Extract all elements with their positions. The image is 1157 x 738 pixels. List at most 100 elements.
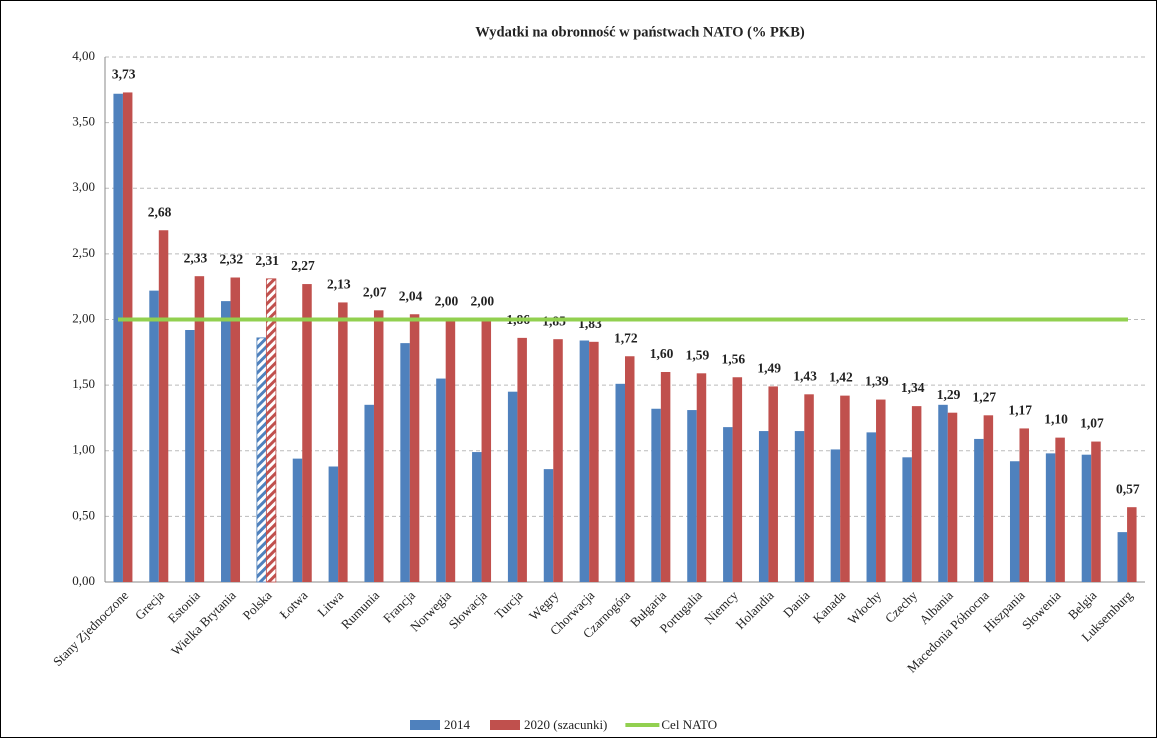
- bar: [543, 469, 554, 582]
- bar: [256, 337, 267, 583]
- bar: [1045, 453, 1056, 582]
- y-tick-label: 1,50: [72, 376, 95, 391]
- bar: [974, 438, 984, 582]
- bar: [517, 337, 527, 582]
- bar: [983, 415, 994, 582]
- bar: [194, 276, 205, 582]
- value-label: 1,27: [973, 389, 997, 404]
- bar: [507, 391, 518, 582]
- bar: [758, 431, 769, 582]
- y-tick-label: 4,00: [72, 48, 95, 63]
- bar: [149, 290, 159, 582]
- bar: [265, 278, 277, 583]
- bar: [1127, 507, 1137, 582]
- bar: [113, 93, 123, 582]
- bar: [230, 277, 241, 582]
- bar: [1091, 441, 1101, 582]
- bar: [651, 408, 661, 582]
- value-label: 1,17: [1008, 403, 1032, 418]
- value-label: 2,04: [399, 288, 423, 303]
- bar: [292, 458, 303, 582]
- bar: [1019, 428, 1029, 582]
- bar: [938, 404, 948, 582]
- value-label: 2,00: [435, 294, 459, 309]
- bar: [579, 340, 590, 582]
- y-tick-label: 3,50: [72, 114, 95, 129]
- legend-label: Cel NATO: [661, 717, 717, 732]
- value-label: 2,07: [363, 284, 387, 299]
- value-label: 2,00: [470, 294, 494, 309]
- bar: [723, 427, 733, 582]
- y-tick-label: 0,00: [72, 573, 95, 588]
- bar: [364, 404, 374, 582]
- value-label: 1,43: [793, 368, 817, 383]
- value-label: 2,32: [219, 252, 243, 267]
- bar: [660, 372, 671, 582]
- value-label: 1,10: [1044, 412, 1068, 427]
- value-label: 1,07: [1080, 416, 1104, 431]
- y-tick-label: 2,50: [72, 245, 95, 260]
- value-label: 1,29: [937, 387, 961, 402]
- bar: [696, 373, 707, 582]
- value-label: 2,33: [184, 250, 208, 265]
- legend-label: 2014: [444, 717, 471, 732]
- bar: [732, 377, 743, 582]
- chart-title: Wydatki na obronność w państwach NATO (%…: [475, 24, 805, 40]
- bar: [866, 432, 877, 582]
- legend-label: 2020 (szacunki): [524, 717, 607, 732]
- value-label: 2,68: [148, 204, 172, 219]
- bar: [768, 386, 778, 582]
- bar: [794, 431, 805, 582]
- bar: [185, 330, 195, 582]
- bar: [1009, 461, 1020, 582]
- bar: [122, 92, 133, 582]
- bar: [373, 310, 384, 582]
- bar: [1055, 437, 1065, 582]
- bar: [876, 399, 886, 582]
- bar: [338, 302, 348, 582]
- legend-swatch: [490, 720, 520, 730]
- value-label: 3,73: [112, 67, 136, 82]
- bar: [911, 406, 922, 582]
- bar: [947, 412, 958, 582]
- bar: [1081, 454, 1092, 582]
- bar: [436, 378, 446, 582]
- value-label: 0,57: [1116, 481, 1140, 496]
- bar: [445, 319, 456, 582]
- bar: [1117, 532, 1128, 582]
- value-label: 1,59: [686, 347, 710, 362]
- bar: [221, 301, 231, 582]
- value-label: 1,72: [614, 330, 638, 345]
- bar: [615, 383, 625, 582]
- value-label: 1,42: [829, 370, 853, 385]
- bar: [400, 343, 410, 582]
- value-label: 1,49: [757, 361, 781, 376]
- legend-swatch: [410, 720, 440, 730]
- bar: [687, 410, 697, 582]
- bar: [409, 314, 420, 582]
- bar: [158, 230, 169, 582]
- bar: [481, 319, 492, 582]
- y-tick-label: 3,00: [72, 179, 95, 194]
- value-label: 2,31: [255, 253, 279, 268]
- y-tick-label: 0,50: [72, 507, 95, 522]
- bar: [804, 394, 814, 582]
- bar: [553, 339, 563, 582]
- y-tick-label: 1,00: [72, 442, 95, 457]
- y-tick-label: 2,00: [72, 310, 95, 325]
- bar: [589, 341, 599, 582]
- value-label: 1,56: [722, 351, 746, 366]
- value-label: 1,39: [865, 374, 889, 389]
- bar: [302, 284, 312, 582]
- bar: [902, 457, 912, 582]
- value-label: 2,13: [327, 277, 351, 292]
- bar: [830, 449, 841, 582]
- value-label: 1,34: [901, 380, 925, 395]
- bar: [328, 466, 339, 582]
- bar: [840, 395, 850, 582]
- bar: [625, 356, 635, 582]
- value-label: 1,60: [650, 346, 674, 361]
- bar: [472, 452, 482, 582]
- value-label: 2,27: [291, 258, 315, 273]
